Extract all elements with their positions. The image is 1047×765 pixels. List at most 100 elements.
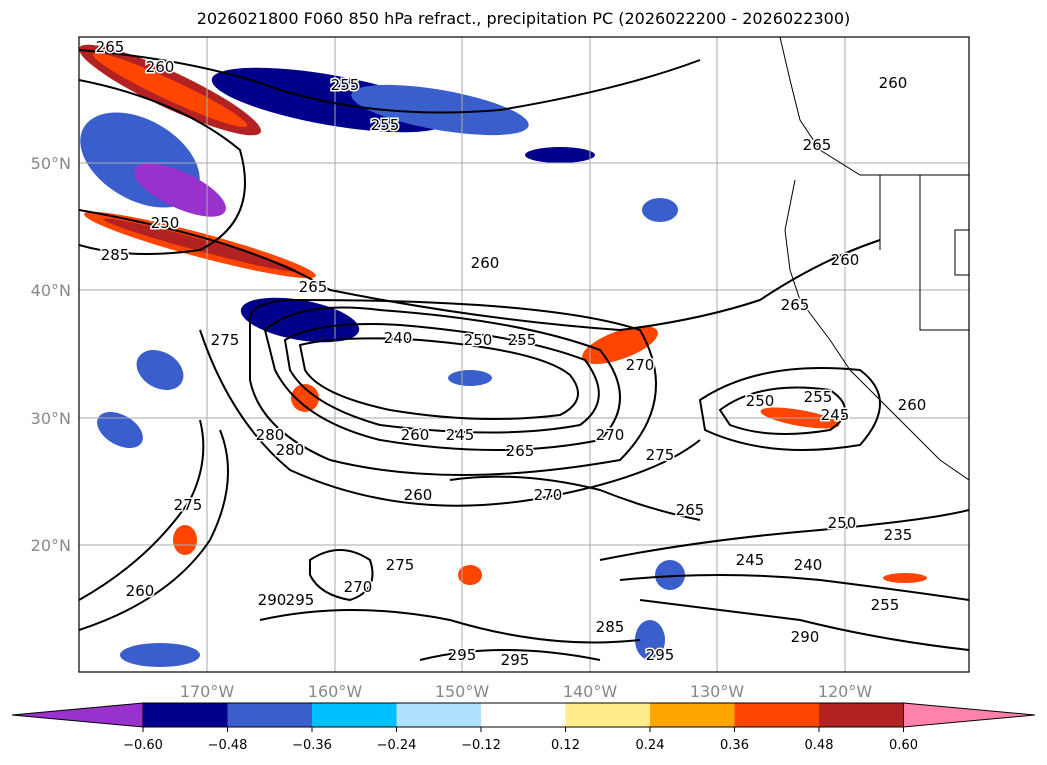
precip-area (448, 370, 492, 386)
precip-area (635, 620, 665, 660)
contour-label: 270 (534, 486, 563, 504)
refractivity-contours (79, 49, 969, 661)
contour-label: 255 (804, 388, 833, 406)
contour-label: 260 (471, 254, 500, 272)
contour-label: 260 (831, 251, 860, 269)
precip-area (291, 384, 319, 412)
contour-label: 265 (803, 136, 832, 154)
axis-labels: 170°W 160°W 150°W 140°W 130°W 120°W 50°N 40°N 30… (31, 154, 873, 701)
contour-label: 290 (258, 591, 287, 609)
colorbar-swatch (143, 703, 228, 727)
gridlines (79, 37, 969, 672)
contour-label: 260 (146, 58, 175, 76)
contour-label: 260 (404, 486, 433, 504)
contour-label: 245 (736, 551, 765, 569)
colorbar-extend-low (11, 702, 144, 728)
colorbar-tick-label: 0.36 (720, 738, 749, 753)
contour-label: 250 (464, 331, 493, 349)
colorbar-swatch (650, 703, 735, 727)
precip-area (136, 350, 184, 390)
contour-label: 245 (821, 406, 850, 424)
colorbar-tick-label: 0.24 (636, 738, 665, 753)
map-frame (78, 36, 970, 673)
colorbar-swatch (565, 703, 650, 727)
contour-label: 270 (596, 426, 625, 444)
lat-label: 50°N (31, 154, 71, 173)
colorbar-tick-label: 0.12 (551, 738, 580, 753)
lon-label: 160°W (308, 682, 363, 701)
contour-label: 295 (286, 591, 315, 609)
contour-label: 280 (256, 426, 285, 444)
colorbar-swatch (734, 703, 819, 727)
contour-label: 240 (794, 556, 823, 574)
precip-area (120, 643, 200, 667)
colorbar-tick-label: −0.60 (123, 738, 163, 753)
contour-label: 250 (151, 214, 180, 232)
lat-label: 30°N (31, 409, 71, 428)
contour-label: 255 (508, 331, 537, 349)
contour-label: 275 (174, 496, 203, 514)
contour-label: 285 (101, 246, 130, 264)
colorbar-swatch (481, 703, 566, 727)
contour-label: 265 (676, 501, 705, 519)
colorbar-tick-label: −0.24 (377, 738, 417, 753)
contour-label: 275 (211, 331, 240, 349)
contour-label: 240 (384, 329, 413, 347)
contour-label: 280 (276, 441, 305, 459)
contour-label: 255 (371, 116, 400, 134)
contour-label: 260 (126, 582, 155, 600)
contour-label: 265 (96, 38, 125, 56)
contour-label: 245 (446, 426, 475, 444)
lon-label: 150°W (435, 682, 490, 701)
precip-area (458, 565, 482, 585)
contour-label: 250 (828, 514, 857, 532)
precip-area (92, 52, 248, 128)
colorbar-tick-label: −0.48 (208, 738, 248, 753)
lon-label: 170°W (180, 682, 235, 701)
colorbar-swatch (312, 703, 397, 727)
contour-label: 270 (344, 578, 373, 596)
precip-area (642, 198, 678, 222)
contour-label: 265 (781, 296, 810, 314)
precip-area (655, 560, 685, 590)
lon-label: 120°W (818, 682, 873, 701)
contour-label: 290 (791, 628, 820, 646)
colorbar-swatch (819, 703, 904, 727)
contour-label: 255 (871, 596, 900, 614)
contour-label: 295 (501, 651, 530, 669)
precip-area (883, 573, 927, 583)
contour-label: 275 (386, 556, 415, 574)
contour-label: 285 (596, 618, 625, 636)
contour-label: 265 (299, 278, 328, 296)
coastline (779, 37, 969, 481)
contour-label: 255 (331, 76, 360, 94)
precip-area (134, 163, 226, 217)
colorbar-swatch (396, 703, 481, 727)
colorbar-tick-label: 0.48 (805, 738, 834, 753)
colorbar-tick-label: −0.12 (461, 738, 501, 753)
lon-label: 130°W (690, 682, 745, 701)
lon-label: 140°W (563, 682, 618, 701)
contour-label: 235 (884, 526, 913, 544)
colorbar-tick-label: −0.36 (292, 738, 332, 753)
precip-area (97, 411, 143, 449)
contour-label: 260 (879, 74, 908, 92)
contour-label: 295 (448, 646, 477, 664)
colorbar: −0.60 −0.48 −0.36 −0.24 −0.12 0.12 0.24 0.36 0.4… (11, 702, 1036, 753)
precip-area (103, 218, 297, 272)
precip-area (525, 147, 595, 163)
colorbar-frame (142, 702, 904, 728)
contour-label: 260 (898, 396, 927, 414)
lat-label: 40°N (31, 281, 71, 300)
colorbar-extend-high (903, 702, 1036, 728)
contour-label: 265 (506, 442, 535, 460)
precipitation-fill (79, 44, 927, 667)
chart-title: 2026021800 F060 850 hPa refract., precip… (196, 9, 851, 28)
precip-area (582, 326, 658, 364)
colorbar-tick-label: 0.60 (889, 738, 918, 753)
precip-area (351, 84, 529, 136)
contour-label: 270 (626, 356, 655, 374)
